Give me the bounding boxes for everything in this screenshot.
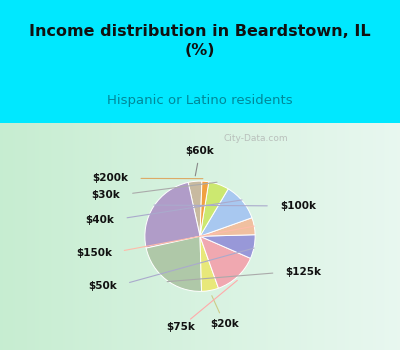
Text: $40k: $40k	[86, 215, 114, 225]
Text: $60k: $60k	[186, 146, 214, 156]
Wedge shape	[200, 181, 209, 236]
Wedge shape	[200, 236, 218, 291]
Text: City-Data.com: City-Data.com	[224, 134, 288, 143]
Wedge shape	[200, 236, 250, 288]
Text: $150k: $150k	[76, 248, 112, 258]
Text: $20k: $20k	[210, 320, 239, 329]
Text: $30k: $30k	[91, 190, 120, 200]
Wedge shape	[146, 236, 202, 291]
Wedge shape	[200, 218, 255, 236]
Text: $200k: $200k	[92, 173, 128, 183]
Wedge shape	[145, 182, 200, 248]
Text: $50k: $50k	[88, 281, 117, 291]
Text: Income distribution in Beardstown, IL
(%): Income distribution in Beardstown, IL (%…	[29, 25, 371, 58]
Text: $100k: $100k	[280, 201, 316, 211]
Text: $75k: $75k	[166, 322, 195, 332]
Wedge shape	[200, 182, 228, 236]
Wedge shape	[188, 181, 202, 236]
Text: $125k: $125k	[286, 267, 322, 277]
Text: Hispanic or Latino residents: Hispanic or Latino residents	[107, 94, 293, 107]
Wedge shape	[200, 235, 255, 258]
Wedge shape	[200, 189, 252, 236]
